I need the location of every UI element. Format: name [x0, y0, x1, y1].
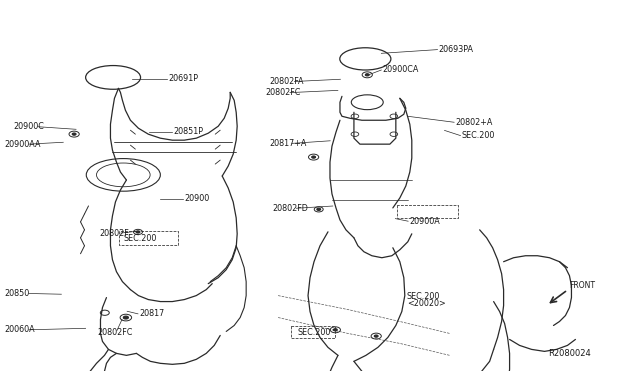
Text: 20802F: 20802F — [100, 228, 129, 238]
Text: 20850: 20850 — [4, 289, 29, 298]
Text: SEC.200: SEC.200 — [462, 131, 495, 140]
Text: 20900AA: 20900AA — [4, 140, 40, 149]
Text: 20900: 20900 — [184, 195, 210, 203]
Circle shape — [312, 156, 316, 158]
Circle shape — [374, 335, 378, 337]
Text: 20802+A: 20802+A — [456, 118, 493, 127]
Text: 20802FD: 20802FD — [272, 204, 308, 213]
Text: 20691P: 20691P — [168, 74, 198, 83]
Text: <20020>: <20020> — [407, 299, 445, 308]
Text: SEC.200: SEC.200 — [124, 234, 157, 243]
Text: 20900C: 20900C — [13, 122, 44, 131]
Text: 20817: 20817 — [140, 310, 164, 318]
Text: SEC.200: SEC.200 — [407, 292, 440, 301]
Circle shape — [365, 74, 369, 76]
Circle shape — [124, 316, 129, 319]
Text: SEC.200: SEC.200 — [298, 327, 331, 337]
Circle shape — [136, 231, 140, 233]
Text: 20802FC: 20802FC — [98, 328, 133, 337]
Text: 20802FA: 20802FA — [269, 77, 303, 86]
Text: FRONT: FRONT — [570, 281, 596, 290]
Text: 20900CA: 20900CA — [383, 65, 419, 74]
Text: 20693PA: 20693PA — [439, 45, 474, 54]
Circle shape — [317, 208, 321, 211]
Text: R2080024: R2080024 — [548, 349, 591, 358]
Text: 20802FC: 20802FC — [266, 88, 301, 97]
Circle shape — [72, 133, 76, 135]
Text: 20817+A: 20817+A — [269, 139, 307, 148]
Text: 20851P: 20851P — [173, 127, 203, 136]
Circle shape — [333, 329, 337, 331]
Text: 20900A: 20900A — [410, 217, 440, 226]
Text: 20060A: 20060A — [4, 325, 35, 334]
